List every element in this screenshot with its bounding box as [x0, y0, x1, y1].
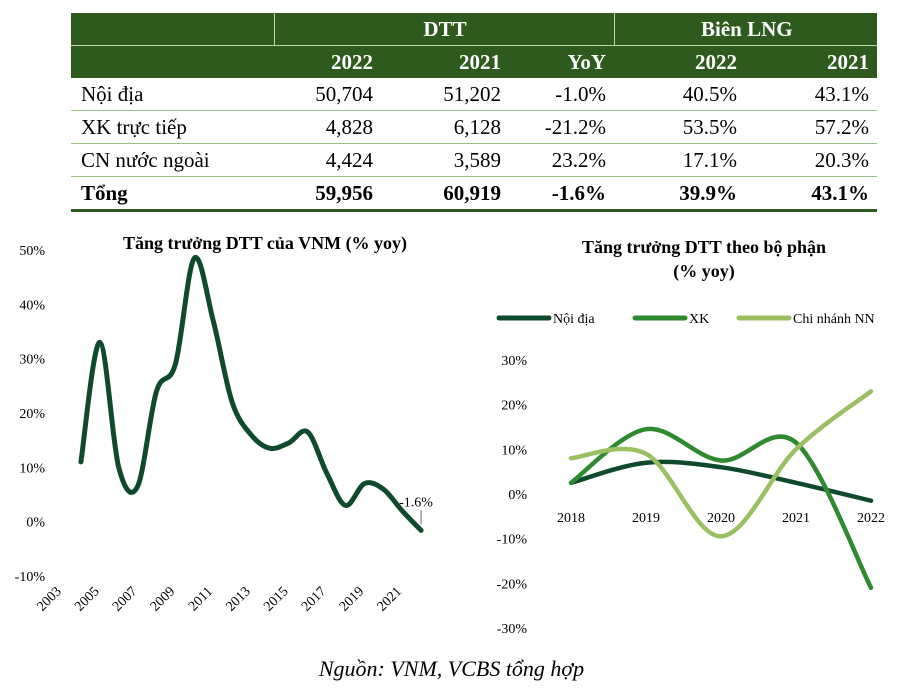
row-label: Tổng [71, 176, 274, 212]
x-tick-label: 2009 [148, 584, 178, 614]
table-cell: 20.3% [745, 143, 878, 177]
y-tick-label: 50% [19, 244, 45, 259]
source-note: Nguồn: VNM, VCBS tổng hợp [318, 656, 585, 681]
table-cell: 57.2% [745, 110, 878, 144]
chart-title-line1: Tăng trưởng DTT theo bộ phận [582, 237, 826, 257]
table-cell: 43.1% [745, 176, 878, 212]
table-cell: 59,956 [274, 176, 381, 212]
y-tick-label: -10% [497, 533, 528, 548]
table-cell: 40.5% [614, 78, 746, 111]
y-tick-label: -10% [15, 570, 46, 585]
table-cell: 39.9% [614, 176, 746, 212]
header-blank [71, 13, 274, 46]
table-cell: -1.0% [509, 78, 615, 111]
table-cell: -1.6% [509, 176, 615, 212]
legend-label: Nội địa [553, 312, 595, 327]
legend: Nội địa XK Chi nhánh NN [496, 312, 875, 327]
revenue-margin-table: DTT Biên LNG 2022 2021 YoY 2022 2021 Nội… [71, 13, 878, 212]
table-row: XK trực tiếp 4,828 6,128 -21.2% 53.5% 57… [71, 110, 878, 144]
y-tick-label: 20% [501, 399, 527, 414]
x-tick-label: 2011 [186, 584, 216, 614]
y-tick-label: 10% [501, 443, 527, 458]
column-header: 2022 [274, 45, 381, 78]
column-header-row: 2022 2021 YoY 2022 2021 [71, 45, 878, 78]
y-tick-label: 20% [19, 407, 45, 422]
y-tick-label: 40% [19, 298, 45, 313]
x-tick-label: 2020 [707, 511, 735, 526]
x-tick-label: 2017 [299, 584, 329, 614]
table-cell: 4,424 [274, 143, 381, 177]
x-tick-label: 2018 [557, 511, 585, 526]
x-tick-label: 2013 [223, 584, 253, 614]
x-tick-label: 2021 [782, 511, 810, 526]
group-header-row: DTT Biên LNG [71, 13, 878, 46]
y-tick-label: -20% [497, 577, 528, 592]
series-line-2 [568, 426, 874, 591]
x-tick-label: 2019 [632, 511, 660, 526]
table-cell: 51,202 [381, 78, 509, 111]
x-tick-label: 2021 [375, 584, 405, 614]
table-cell: 60,919 [381, 176, 509, 212]
legend-label: XK [689, 312, 709, 327]
series-line-1 [568, 459, 874, 503]
vnm-revenue-growth-chart: Tăng trưởng DTT của VNM (% yoy) 50% 40% 30… [15, 233, 434, 615]
table-row: CN nước ngoài 4,424 3,589 23.2% 17.1% 20… [71, 143, 878, 177]
table-cell: 50,704 [274, 78, 381, 111]
column-header: 2021 [745, 45, 878, 78]
y-tick-label: 0% [26, 516, 45, 531]
y-tick-label: 30% [501, 354, 527, 369]
chart-title-line2: (% yoy) [673, 261, 735, 282]
table-cell: 17.1% [614, 143, 746, 177]
x-tick-label: 2007 [110, 584, 140, 614]
y-tick-label: -30% [497, 622, 528, 637]
table-cell: 6,128 [381, 110, 509, 144]
annotation-label: -1.6% [399, 495, 433, 510]
x-tick-label: 2022 [857, 511, 885, 526]
series-line-vnm [78, 255, 424, 533]
legend-label: Chi nhánh NN [793, 312, 875, 327]
header-blank [71, 45, 274, 78]
y-tick-label: 30% [19, 353, 45, 368]
y-tick-label: 10% [19, 461, 45, 476]
x-tick-label: 2015 [261, 584, 291, 614]
table-cell: 3,589 [381, 143, 509, 177]
column-header: 2022 [614, 45, 746, 78]
y-tick-label: 0% [508, 488, 527, 503]
column-header: 2021 [381, 45, 509, 78]
chart-title: Tăng trưởng DTT của VNM (% yoy) [123, 233, 407, 254]
group-header-dtt: DTT [273, 13, 615, 46]
row-label: Nội địa [71, 78, 274, 111]
x-tick-label: 2003 [34, 584, 64, 614]
table-row: Nội địa 50,704 51,202 -1.0% 40.5% 43.1% [71, 78, 878, 111]
table-cell: -21.2% [509, 110, 615, 144]
group-header-bien-lng: Biên LNG [613, 13, 878, 46]
series-line-3 [568, 389, 874, 539]
total-row: Tổng 59,956 60,919 -1.6% 39.9% 43.1% [71, 176, 878, 212]
table-cell: 23.2% [509, 143, 615, 177]
x-tick-label: 2005 [72, 584, 102, 614]
row-label: CN nước ngoài [71, 143, 274, 177]
table-cell: 43.1% [745, 78, 878, 111]
table-cell: 53.5% [614, 110, 746, 144]
segment-revenue-growth-chart: Tăng trưởng DTT theo bộ phận (% yoy) Nội… [496, 237, 885, 637]
x-tick-label: 2019 [337, 584, 367, 614]
column-header: YoY [509, 45, 615, 78]
table-cell: 4,828 [274, 110, 381, 144]
row-label: XK trực tiếp [71, 110, 274, 144]
